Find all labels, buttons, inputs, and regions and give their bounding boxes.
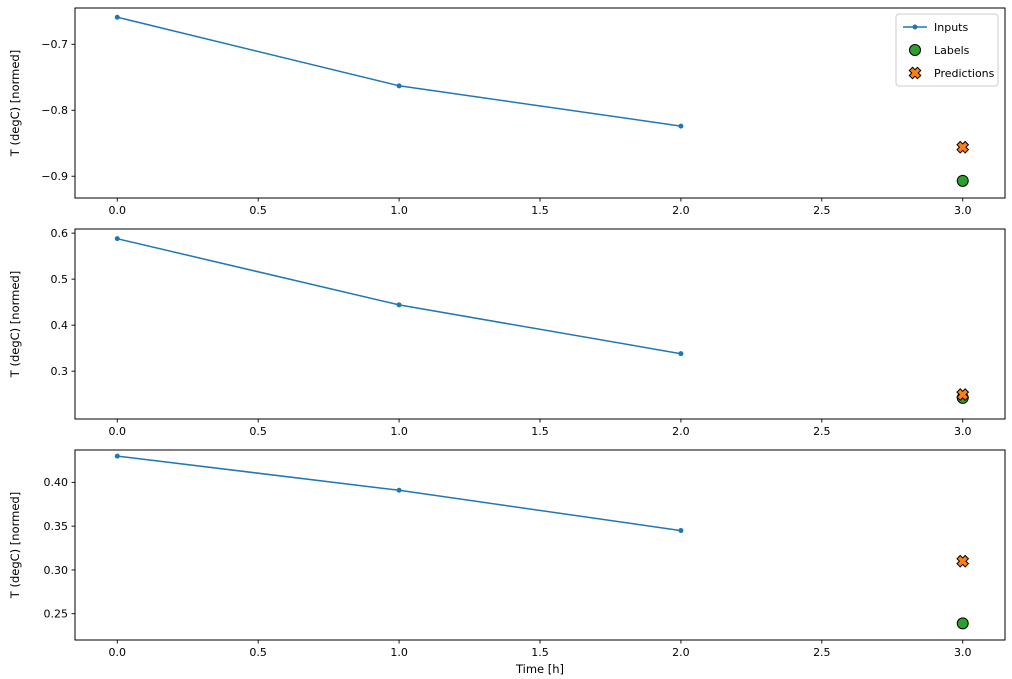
y-tick-label: 0.5 xyxy=(51,273,69,286)
inputs-point-marker xyxy=(396,487,402,493)
y-axis-label: T (degC) [normed] xyxy=(8,50,22,157)
y-tick-label: −0.8 xyxy=(41,104,68,117)
x-tick-label: 1.5 xyxy=(531,425,549,438)
x-tick-label: 2.0 xyxy=(672,204,690,217)
x-tick-label: 0.0 xyxy=(109,646,127,659)
y-axis-label: T (degC) [normed] xyxy=(8,271,22,378)
x-tick-label: 0.5 xyxy=(249,646,267,659)
x-axis-label: Time [h] xyxy=(515,662,564,676)
inputs-line xyxy=(117,455,682,532)
inputs-point-marker xyxy=(396,83,402,89)
y-tick-label: 0.25 xyxy=(44,608,69,621)
x-tick-label: 0.0 xyxy=(109,204,127,217)
legend-inputs-dot-sample xyxy=(912,24,918,30)
inputs-point-marker xyxy=(114,453,120,459)
predictions-x-marker xyxy=(956,554,970,568)
y-tick-label: −0.7 xyxy=(41,38,68,51)
legend-label: Predictions xyxy=(934,67,995,80)
x-tick-label: 3.0 xyxy=(954,204,972,217)
x-tick-label: 0.0 xyxy=(109,425,127,438)
x-tick-label: 2.5 xyxy=(813,646,831,659)
x-tick-label: 1.5 xyxy=(531,204,549,217)
inputs-point-marker xyxy=(678,123,684,129)
y-tick-label: 0.35 xyxy=(44,520,69,533)
predictions-x-marker xyxy=(956,388,970,402)
axes-frame xyxy=(74,449,1006,641)
y-tick-label: 0.3 xyxy=(51,365,69,378)
legend: Inputs Labels Predictions xyxy=(895,13,999,87)
legend-label: Labels xyxy=(934,44,970,57)
inputs-line xyxy=(117,16,682,127)
legend-labels-circle-sample xyxy=(909,44,921,56)
inputs-point-marker xyxy=(114,14,120,20)
labels-circle-marker xyxy=(956,617,969,630)
legend-box xyxy=(895,13,999,87)
inputs-point-marker xyxy=(678,351,684,357)
x-tick-label: 2.0 xyxy=(672,646,690,659)
y-tick-label: 0.6 xyxy=(51,227,69,240)
x-tick-label: 2.5 xyxy=(813,425,831,438)
subplot-3: 0.0 0.5 1.0 1.5 2.0 2.5 3.0 0.25 0.30 0.35 0.40 T (… xyxy=(8,449,1006,676)
x-tick-label: 0.5 xyxy=(249,425,267,438)
axes-frame xyxy=(74,7,1006,199)
labels-circle-marker xyxy=(956,174,969,187)
x-tick-label: 0.5 xyxy=(249,204,267,217)
inputs-point-marker xyxy=(678,528,684,534)
x-tick-label: 1.0 xyxy=(390,425,408,438)
axes-frame xyxy=(74,228,1006,420)
x-tick-label: 3.0 xyxy=(954,425,972,438)
legend-predictions-x-sample xyxy=(908,66,922,80)
x-tick-label: 2.5 xyxy=(813,204,831,217)
y-tick-label: 0.30 xyxy=(44,564,69,577)
x-tick-label: 1.0 xyxy=(390,646,408,659)
inputs-point-marker xyxy=(396,302,402,308)
inputs-line xyxy=(117,237,682,355)
y-tick-label: −0.9 xyxy=(41,170,68,183)
x-tick-label: 3.0 xyxy=(954,646,972,659)
subplot-1: 0.0 0.5 1.0 1.5 2.0 2.5 3.0 −0.9 −0.8 −0.7 T (degC… xyxy=(8,7,1006,217)
y-tick-label: 0.4 xyxy=(51,319,69,332)
predictions-x-marker xyxy=(956,140,970,154)
y-axis-label: T (degC) [normed] xyxy=(8,492,22,599)
inputs-point-marker xyxy=(114,236,120,242)
x-tick-label: 1.5 xyxy=(531,646,549,659)
x-tick-label: 1.0 xyxy=(390,204,408,217)
y-tick-label: 0.40 xyxy=(44,476,69,489)
legend-label: Inputs xyxy=(934,21,968,34)
x-tick-label: 2.0 xyxy=(672,425,690,438)
subplot-2: 0.0 0.5 1.0 1.5 2.0 2.5 3.0 0.3 0.4 0.5 0.6 T (degC… xyxy=(8,227,1006,438)
